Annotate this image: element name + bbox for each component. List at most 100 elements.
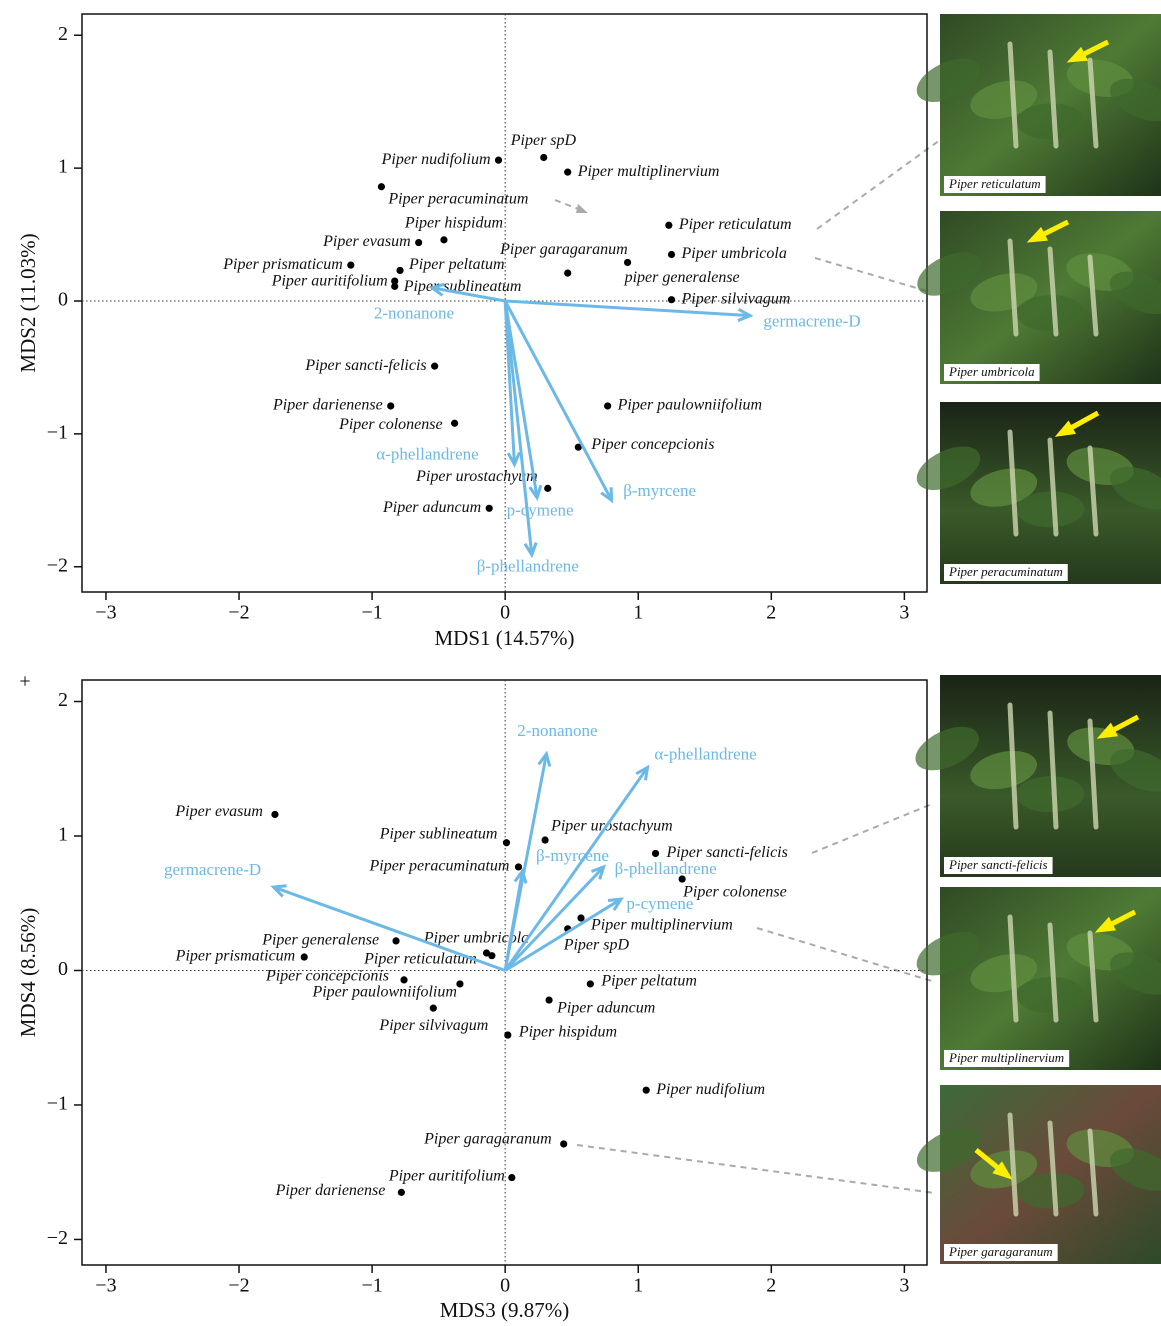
point-label: Piper auritifolium [388, 1167, 505, 1184]
point-label: Piper auritifolium [271, 273, 388, 290]
point [652, 850, 659, 857]
point-label: Piper concepcionis [265, 968, 389, 985]
point-label: Piper sancti-felicis [304, 357, 426, 374]
point [271, 811, 278, 818]
point-label: Piper colonense [682, 884, 787, 901]
point [668, 296, 675, 303]
point [396, 267, 403, 274]
y-tick-label: −2 [47, 1227, 68, 1249]
point [301, 953, 308, 960]
point-label: Piper urostachyum [415, 468, 538, 485]
point [503, 839, 510, 846]
vector-label: 2-nonanone [374, 304, 454, 323]
point-label: Piper evasum [174, 803, 263, 820]
point-label: Piper spD [563, 936, 630, 953]
y-tick-label: 2 [58, 23, 68, 45]
point [486, 505, 493, 512]
x-axis-label: MDS1 (14.57%) [435, 626, 575, 650]
vector-label: β-myrcene [536, 846, 609, 865]
point [604, 402, 611, 409]
point [415, 239, 422, 246]
point [495, 157, 502, 164]
vector-label: β-phellandrene [615, 859, 717, 878]
point-label: Piper concepcionis [590, 436, 714, 453]
y-tick-label: 1 [58, 156, 68, 178]
point-label: Piper peltatum [600, 973, 697, 990]
x-tick-label: −1 [361, 1275, 382, 1297]
leader-line [757, 928, 935, 982]
point-label: Piper colonense [338, 416, 443, 433]
corner-mark: + [19, 671, 30, 693]
point [451, 420, 458, 427]
point-label: Piper peltatum [408, 256, 505, 273]
point [564, 270, 571, 277]
point-label: Piper prismaticum [222, 256, 343, 273]
vector-label: β-myrcene [623, 481, 696, 500]
x-tick-label: 3 [899, 602, 909, 624]
point [508, 1174, 515, 1181]
leader-arrowhead [576, 204, 588, 213]
y-tick-label: 2 [58, 689, 68, 711]
y-tick-label: 1 [58, 824, 68, 846]
point [643, 1087, 650, 1094]
x-tick-label: 3 [899, 1275, 909, 1297]
point-label: Piper sublineatum [379, 825, 498, 842]
x-tick-label: −2 [228, 1275, 249, 1297]
x-tick-label: −3 [95, 602, 116, 624]
x-axis-label: MDS3 (9.87%) [440, 1298, 570, 1322]
figure: −3 −2 −1 0 1 2 3 −2 −1 0 1 2 MDS1 (14.57%) MDS2 (11.0… [0, 0, 1161, 1326]
y-tick-label: 0 [58, 958, 68, 980]
point-label: Piper umbricola [681, 245, 787, 262]
y-axis-label: MDS2 (11.03%) [16, 233, 40, 372]
x-tick-label: 0 [500, 1275, 510, 1297]
leader-line [577, 1145, 935, 1193]
point [665, 222, 672, 229]
point-label: Piper hispidum [518, 1024, 617, 1041]
vector-label: p-cymene [507, 501, 574, 520]
y-tick-label: −1 [47, 421, 68, 443]
point [624, 259, 631, 266]
point [488, 952, 495, 959]
point-label: Piper evasum [322, 233, 411, 250]
point-label: Piper peracuminatum [368, 858, 509, 875]
point [540, 154, 547, 161]
x-tick-label: 2 [766, 1275, 776, 1297]
point-label: Piper multiplinervium [577, 163, 720, 180]
point-label: Piper aduncum [556, 1000, 655, 1017]
photo-caption: Piper peracuminatum [948, 564, 1063, 579]
point [400, 976, 407, 983]
vector-label: α-phellandrene [654, 744, 756, 763]
x-tick-label: 0 [500, 602, 510, 624]
point [456, 980, 463, 987]
point-label: Piper hispidum [404, 215, 503, 232]
x-tick-label: 1 [633, 602, 643, 624]
point [392, 937, 399, 944]
point [387, 402, 394, 409]
vector-label: 2-nonanone [517, 721, 597, 740]
point-label: Piper reticulatum [678, 216, 792, 233]
photo-caption: Piper reticulatum [948, 176, 1041, 191]
point [541, 836, 548, 843]
point [378, 183, 385, 190]
point [668, 251, 675, 258]
point [430, 1005, 437, 1012]
point-label: Piper generalense [261, 932, 379, 949]
point [431, 363, 438, 370]
point-label: Piper silvivagum [378, 1017, 488, 1034]
vector-label: germacrene-D [164, 860, 261, 879]
x-tick-label: −2 [228, 602, 249, 624]
y-tick-label: −1 [47, 1093, 68, 1115]
point-label: Piper garagaranum [499, 241, 628, 258]
point-label: Piper silvivagum [681, 290, 791, 307]
point [398, 1189, 405, 1196]
x-tick-label: 2 [766, 602, 776, 624]
vector-label: β-phellandrene [477, 557, 579, 576]
point-label: Piper peracuminatum [387, 190, 528, 207]
point [564, 169, 571, 176]
point-label: Piper aduncum [382, 499, 481, 516]
point-label: Piper prismaticum [175, 948, 296, 965]
point-label: Piper darienense [275, 1182, 386, 1199]
point [504, 1031, 511, 1038]
point [560, 1140, 567, 1147]
point [515, 863, 522, 870]
